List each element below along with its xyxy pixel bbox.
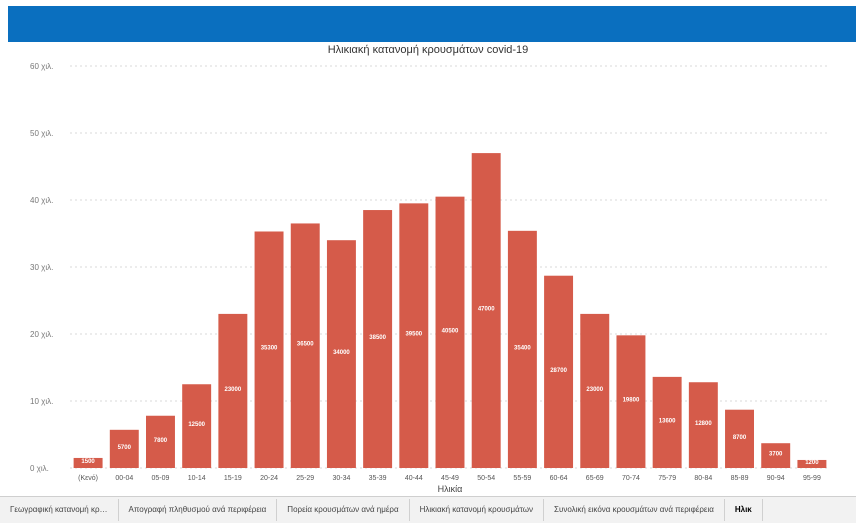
y-tick-label: 60 χιλ. [30, 62, 53, 71]
x-tick-label: 20-24 [260, 475, 278, 482]
bar-10-14[interactable] [182, 384, 212, 468]
bar-data-label: 12500 [188, 422, 205, 428]
bar-30-34[interactable] [326, 240, 356, 468]
bar-40-44[interactable] [399, 203, 429, 468]
bars: 1500 5700 7800 12500 23000 35300 36500 34000 385… [73, 153, 827, 469]
y-tick-label: 0 χιλ. [30, 464, 49, 473]
bar-data-label: 23000 [225, 387, 242, 393]
bar-50-54[interactable] [471, 153, 501, 468]
bar-data-label: 40500 [442, 328, 459, 334]
bar-data-label: 13600 [659, 418, 676, 424]
x-tick-label: 45-49 [441, 475, 459, 482]
bar-45-49[interactable] [435, 196, 465, 468]
bar-data-label: 7800 [154, 438, 168, 444]
bar-data-label: 38500 [369, 335, 386, 341]
y-tick-label: 50 χιλ. [30, 129, 53, 138]
bar-80-84[interactable] [688, 382, 718, 468]
bar-data-label: 23000 [586, 387, 603, 393]
bar-data-label: 1200 [805, 460, 819, 466]
y-axis-ticks: 0 χιλ. 10 χιλ. 20 χιλ. 30 χιλ. 40 χιλ. 50 χιλ… [30, 62, 53, 473]
bar-data-label: 28700 [550, 368, 567, 374]
x-tick-label: 85-89 [731, 475, 749, 482]
top-header-bar [0, 0, 856, 46]
x-tick-label: 50-54 [477, 475, 495, 482]
bar-55-59[interactable] [507, 230, 537, 468]
x-tick-label: 95-99 [803, 475, 821, 482]
bar-(Κενό)[interactable] [73, 457, 103, 468]
x-axis-label: Ηλικία [438, 484, 463, 494]
x-tick-label: 25-29 [296, 475, 314, 482]
report-tab-5[interactable]: Συνολική εικόνα κρουσμάτων ανά περιφέρει… [544, 499, 725, 521]
bar-15-19[interactable] [218, 313, 248, 468]
y-tick-label: 40 χιλ. [30, 196, 53, 205]
bar-35-39[interactable] [363, 210, 393, 469]
y-tick-label: 20 χιλ. [30, 330, 53, 339]
x-tick-label: 40-44 [405, 475, 423, 482]
x-tick-label: 55-59 [513, 475, 531, 482]
report-tab-1[interactable]: Γεωγραφική κατανομή κρ… [0, 499, 119, 521]
x-tick-label: 80-84 [694, 475, 712, 482]
bar-65-69[interactable] [580, 313, 610, 468]
x-tick-label: 35-39 [369, 475, 387, 482]
header-blue-band [8, 6, 856, 42]
bar-70-74[interactable] [616, 335, 646, 468]
bar-data-label: 34000 [333, 350, 350, 356]
report-tab-4[interactable]: Ηλικιακή κατανομή κρουσμάτων [410, 499, 545, 521]
bar-data-label: 35300 [261, 346, 278, 352]
report-tab-2[interactable]: Απογραφή πληθυσμού ανά περιφέρεια [119, 499, 278, 521]
bar-data-label: 19800 [623, 398, 640, 404]
bar-95-99[interactable] [797, 459, 827, 468]
bar-25-29[interactable] [290, 223, 320, 468]
bar-90-94[interactable] [761, 443, 791, 468]
x-tick-label: 65-69 [586, 475, 604, 482]
bar-60-64[interactable] [544, 275, 574, 468]
x-tick-label: 70-74 [622, 475, 640, 482]
x-tick-label: 00-04 [115, 475, 133, 482]
x-tick-label: 10-14 [188, 475, 206, 482]
bar-data-label: 35400 [514, 345, 531, 351]
x-tick-label: 15-19 [224, 475, 242, 482]
bar-data-label: 47000 [478, 307, 495, 313]
report-tab-6[interactable]: Ηλικ [725, 499, 763, 521]
x-tick-label: 90-94 [767, 475, 785, 482]
bar-data-label: 39500 [405, 332, 422, 338]
x-tick-label: 75-79 [658, 475, 676, 482]
bar-data-label: 5700 [118, 445, 132, 451]
bar-20-24[interactable] [254, 231, 284, 468]
bar-data-label: 12800 [695, 421, 712, 427]
bar-05-09[interactable] [146, 415, 175, 468]
report-tabs: Γεωγραφική κατανομή κρ… Απογραφή πληθυσμο… [0, 496, 856, 523]
y-tick-label: 10 χιλ. [30, 397, 53, 406]
x-tick-label: 30-34 [332, 475, 350, 482]
chart-title: Ηλικιακή κατανομή κρουσμάτων covid-19 [327, 44, 529, 56]
bar-data-label: 3700 [769, 452, 783, 458]
bar-data-label: 8700 [733, 435, 747, 441]
report-tab-3[interactable]: Πορεία κρουσμάτων ανά ημέρα [277, 499, 410, 521]
y-tick-label: 30 χιλ. [30, 263, 53, 272]
x-tick-label: (Κενό) [78, 474, 98, 482]
bar-75-79[interactable] [652, 376, 682, 468]
x-axis-ticks: (Κενό) 00-04 05-09 10-14 15-19 20-24 25-29 30-3… [78, 474, 821, 482]
bar-85-89[interactable] [725, 409, 754, 468]
bar-00-04[interactable] [109, 429, 139, 468]
bar-data-label: 36500 [297, 342, 314, 348]
x-tick-label: 05-09 [152, 475, 170, 482]
bar-chart: 0 χιλ. 10 χιλ. 20 χιλ. 30 χιλ. 40 χιλ. 50 χιλ… [30, 62, 830, 494]
bar-data-label: 1500 [81, 459, 95, 465]
x-tick-label: 60-64 [550, 475, 568, 482]
